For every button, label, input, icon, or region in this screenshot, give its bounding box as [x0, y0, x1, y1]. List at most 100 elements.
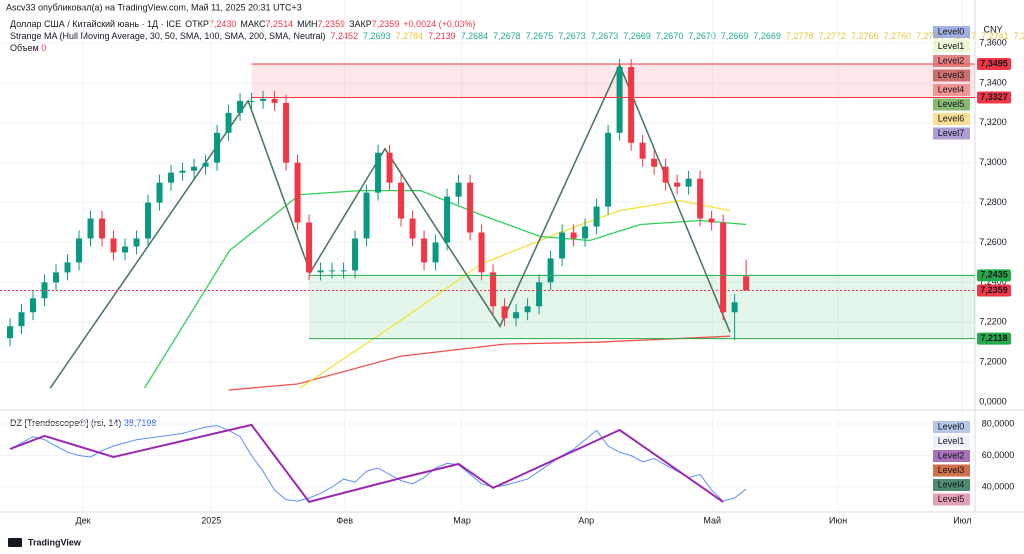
candle-body — [467, 182, 474, 233]
y2-tick-label: 40,0000 — [982, 481, 1015, 491]
candle-body — [363, 192, 370, 239]
level-label: 7,2435 — [980, 270, 1008, 280]
legend-label: Level1 — [938, 436, 965, 446]
x-tick-label: Июл — [953, 515, 971, 525]
zone — [309, 275, 975, 339]
candle-body — [444, 196, 451, 243]
x-tick-label: 2025 — [201, 515, 221, 525]
legend-label: Level3 — [938, 465, 965, 475]
rsi-last: 38,7198 — [124, 418, 157, 428]
candle-body — [639, 142, 646, 159]
candle-body — [237, 100, 244, 113]
x-tick-label: Дек — [76, 515, 91, 525]
indicator-value: 7,2669 — [721, 31, 749, 41]
y2-tick-label: 80,0000 — [982, 418, 1015, 428]
legend-label: Level1 — [938, 41, 965, 51]
candle-body — [294, 162, 301, 223]
candle-body — [375, 152, 382, 193]
legend-label: Level0 — [938, 26, 965, 36]
ohlc-label: МИН — [297, 19, 317, 29]
y-tick-label: 7,2000 — [979, 356, 1007, 366]
volume-line: Объем 0 — [10, 43, 46, 53]
candle-body — [559, 232, 566, 259]
legend-swatch — [933, 493, 970, 506]
candle-body — [352, 238, 359, 271]
indicator-value: 7,2670 — [656, 31, 684, 41]
indicator-title: Strange MA (Hull Moving Average, 30, 50,… — [10, 31, 325, 41]
y-tick-label: 7,3400 — [979, 77, 1007, 87]
y-tick-label: 7,2200 — [979, 317, 1007, 327]
candle-body — [432, 242, 439, 263]
candle-body — [30, 298, 37, 313]
legend-swatch — [933, 435, 970, 448]
x-tick-label: Апр — [578, 515, 594, 525]
candle-body — [547, 258, 554, 283]
candle-body — [168, 172, 175, 183]
volume-axis-label: 0,0000 — [979, 396, 1007, 406]
y2-tick-label: 60,0000 — [982, 450, 1015, 460]
y-tick-label: 7,3200 — [979, 117, 1007, 127]
candle-body — [662, 166, 669, 183]
candle-body — [501, 306, 508, 319]
ohlc-label: ЗАКР — [349, 19, 372, 29]
x-tick-label: Фев — [336, 515, 353, 525]
candle-body — [329, 270, 336, 272]
legend-label: Level4 — [938, 84, 965, 94]
volume-label: Объем — [10, 43, 39, 53]
candle-body — [674, 182, 681, 187]
ohlc-label: ОТКР — [185, 19, 209, 29]
indicator-value: 7,2772 — [818, 31, 846, 41]
ma-line — [228, 335, 731, 391]
indicator-value: 7,2669 — [623, 31, 651, 41]
logo-icon — [8, 538, 22, 547]
indicator-value: 7,2669 — [753, 31, 781, 41]
footer-logo[interactable]: TradingView — [28, 537, 82, 547]
level-badge — [977, 58, 1011, 71]
candle-body — [76, 238, 83, 263]
candle-body — [87, 218, 94, 239]
currency[interactable]: CNY — [983, 24, 1002, 34]
candle-body — [478, 232, 485, 273]
legend-label: Level3 — [938, 70, 965, 80]
candle-body — [64, 262, 71, 273]
candle-body — [7, 326, 14, 339]
y-tick-label: 7,3000 — [979, 157, 1007, 167]
x-tick-label: Мар — [453, 515, 471, 525]
ohlc-value: 7,2359 — [318, 19, 346, 29]
candle-body — [340, 270, 347, 272]
indicator-value: 7,2678 — [493, 31, 521, 41]
indicator-value: 7,2670 — [688, 31, 716, 41]
rsi-title: DZ [Trendoscope®] (rsi, 14) — [10, 418, 121, 428]
indicator-value: 7,2735 — [1014, 31, 1024, 41]
level-badge — [977, 269, 1011, 282]
legend-swatch — [933, 464, 970, 477]
indicator-value: 7,2754 — [916, 31, 944, 41]
level-badge — [977, 284, 1011, 297]
indicator-value: 7,2684 — [461, 31, 489, 41]
legend-label: Level4 — [938, 479, 965, 489]
candle-body — [145, 202, 152, 239]
candle-body — [513, 312, 520, 319]
indicator-value: 7,2139 — [428, 31, 456, 41]
rsi-title-line: DZ [Trendoscope®] (rsi, 14) 38,7198 — [10, 418, 156, 428]
candle-body — [570, 232, 577, 239]
indicator-value: 7,2778 — [786, 31, 814, 41]
level-label: 7,3327 — [980, 92, 1008, 102]
candle-body — [490, 272, 497, 307]
candle-body — [202, 162, 209, 167]
legend-swatch — [933, 450, 970, 462]
indicator-value: 7,2766 — [851, 31, 879, 41]
candle-body — [685, 178, 692, 187]
level-badge — [977, 91, 1011, 104]
legend-swatch — [933, 40, 970, 53]
candle-body — [225, 112, 232, 133]
candle-body — [179, 170, 186, 173]
y-tick-label: 7,2600 — [979, 237, 1007, 247]
level-label: 7,2359 — [980, 285, 1008, 295]
candle-body — [536, 282, 543, 307]
candle-body — [720, 222, 727, 313]
y-tick-label: 7,2400 — [979, 277, 1007, 287]
indicator-value: 7,2741 — [981, 31, 1009, 41]
candle-body — [271, 98, 278, 103]
candle-body — [697, 178, 704, 219]
